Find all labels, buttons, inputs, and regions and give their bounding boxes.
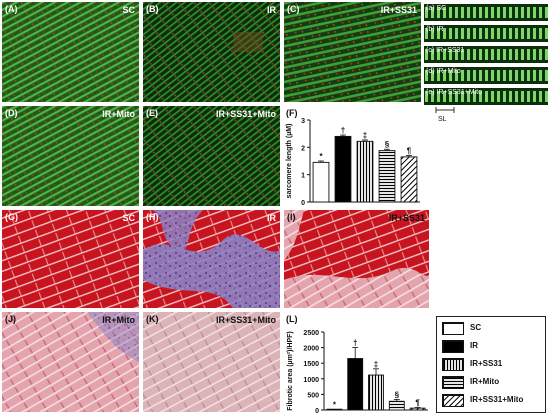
significance-mark: ‡ [374, 360, 378, 369]
panel-a-image: (A) SC [2, 2, 139, 102]
chart-panel-tag: (L) [286, 314, 298, 324]
significance-mark: * [319, 152, 323, 161]
panel-b-tag: (B) [146, 4, 159, 14]
significance-mark: ¶ [407, 147, 412, 156]
strip-d-label: (d) IR+Mito [426, 68, 461, 75]
bar [312, 161, 330, 203]
bar [400, 156, 418, 203]
panel-e-image: (E) IR+SS31+Mito [143, 106, 280, 206]
panel-j-tag: (J) [5, 314, 16, 324]
strip-c-label: (c) IR+SS31 [426, 47, 465, 54]
significance-mark: ¶ [415, 399, 420, 408]
bar [356, 140, 374, 203]
panel-h-caption: IR [267, 213, 276, 223]
legend-swatch-ir-ss31-mito [442, 394, 464, 407]
y-tick-label: 2 [301, 145, 305, 152]
panel-b-image: (B) IR [143, 2, 280, 102]
legend-label-ir-ss31: IR+SS31 [470, 359, 503, 368]
strip-b-label: (b) IR [426, 26, 444, 33]
y-tick-label: 2000 [303, 346, 319, 353]
chart-l: (L) 0 500 1000 1500 2000 2500 Fibrotic area (µm… [286, 314, 428, 414]
strip-e-label: (e) IR+SS31+Mito [426, 89, 483, 96]
y-tick-label: 500 [307, 392, 319, 399]
legend-label-sc: SC [470, 323, 482, 332]
significance-mark: † [341, 126, 345, 135]
bar [368, 374, 384, 411]
panel-c-caption: IR+SS31 [380, 5, 417, 15]
panel-k-image: (K) IR+SS31+Mito [143, 312, 280, 412]
y-axis-label: Fibrotic area (µm²)/HPF) [287, 331, 294, 411]
panel-i-caption: IR+SS31 [388, 213, 425, 223]
scale-bar [435, 107, 455, 113]
y-axis-label: sarcomere length (µM) [286, 124, 293, 199]
panel-d-image: (D) IR+Mito [2, 106, 139, 206]
legend-swatch-ir [442, 340, 464, 353]
significance-mark: ‡ [363, 131, 367, 140]
bar [409, 407, 426, 411]
legend-swatch-ir-ss31 [442, 358, 464, 371]
panel-i-image: (I) IR+SS31 [284, 210, 429, 308]
panel-j-image: (J) IR+Mito [2, 312, 139, 412]
significance-mark: § [385, 140, 390, 149]
legend-swatch-ir-mito [442, 376, 464, 389]
panel-g-image: (G) SC [2, 210, 139, 308]
panel-c-tag: (C) [287, 4, 300, 14]
legend-label-ir: IR [470, 341, 478, 350]
panel-j-caption: IR+Mito [102, 315, 135, 325]
strip-d: (d) IR+Mito [424, 67, 548, 84]
scale-label: SL [438, 116, 447, 123]
strip-a-label: (a) SC [426, 5, 447, 12]
legend-label-ir-ss31-mito: IR+SS31+Mito [470, 395, 524, 404]
legend-swatch-sc [442, 322, 464, 335]
panel-b-caption: IR [267, 5, 276, 15]
legend: SC IR IR+SS31 IR+Mito IR+SS31+Mito [436, 316, 546, 413]
strip-c: (c) IR+SS31 [424, 46, 548, 63]
y-tick-label: 0 [315, 408, 319, 414]
chart-panel-tag: (F) [286, 108, 298, 118]
panel-k-tag: (K) [146, 314, 159, 324]
panel-h-image: (H) IR [143, 210, 280, 308]
panel-h-tag: (H) [146, 212, 159, 222]
y-tick-label: 3 [301, 118, 305, 125]
y-tick-label: 1 [301, 173, 305, 180]
y-tick-label: 1000 [303, 377, 319, 384]
strip-b: (b) IR [424, 25, 548, 42]
significance-mark: * [333, 400, 337, 409]
panel-g-tag: (G) [5, 212, 18, 222]
panel-a-tag: (A) [5, 4, 18, 14]
chart-f: (F) 0 1 2 3 sarcomere length (µM) * † ‡ § ¶ [286, 108, 420, 207]
panel-e-tag: (E) [146, 108, 158, 118]
bar [347, 358, 364, 411]
bar [388, 400, 405, 411]
strip-a: (a) SC [424, 4, 548, 21]
y-tick-label: 0 [301, 200, 305, 207]
legend-label-ir-mito: IR+Mito [470, 377, 500, 386]
panel-a-caption: SC [122, 5, 135, 15]
panel-g-caption: SC [122, 213, 135, 223]
panel-k-caption: IR+SS31+Mito [215, 315, 276, 325]
bar [334, 135, 352, 203]
y-tick-label: 1500 [303, 361, 319, 368]
panel-d-tag: (D) [5, 108, 18, 118]
panel-e-caption: IR+SS31+Mito [215, 109, 276, 119]
bar [378, 150, 396, 203]
y-tick-label: 2500 [303, 330, 319, 337]
significance-mark: § [395, 390, 400, 399]
strip-e: (e) IR+SS31+Mito [424, 88, 548, 105]
panel-d-caption: IR+Mito [102, 109, 135, 119]
panel-c-image: (C) IR+SS31 [284, 2, 421, 102]
significance-mark: † [353, 339, 357, 348]
panel-i-tag: (I) [287, 212, 296, 222]
